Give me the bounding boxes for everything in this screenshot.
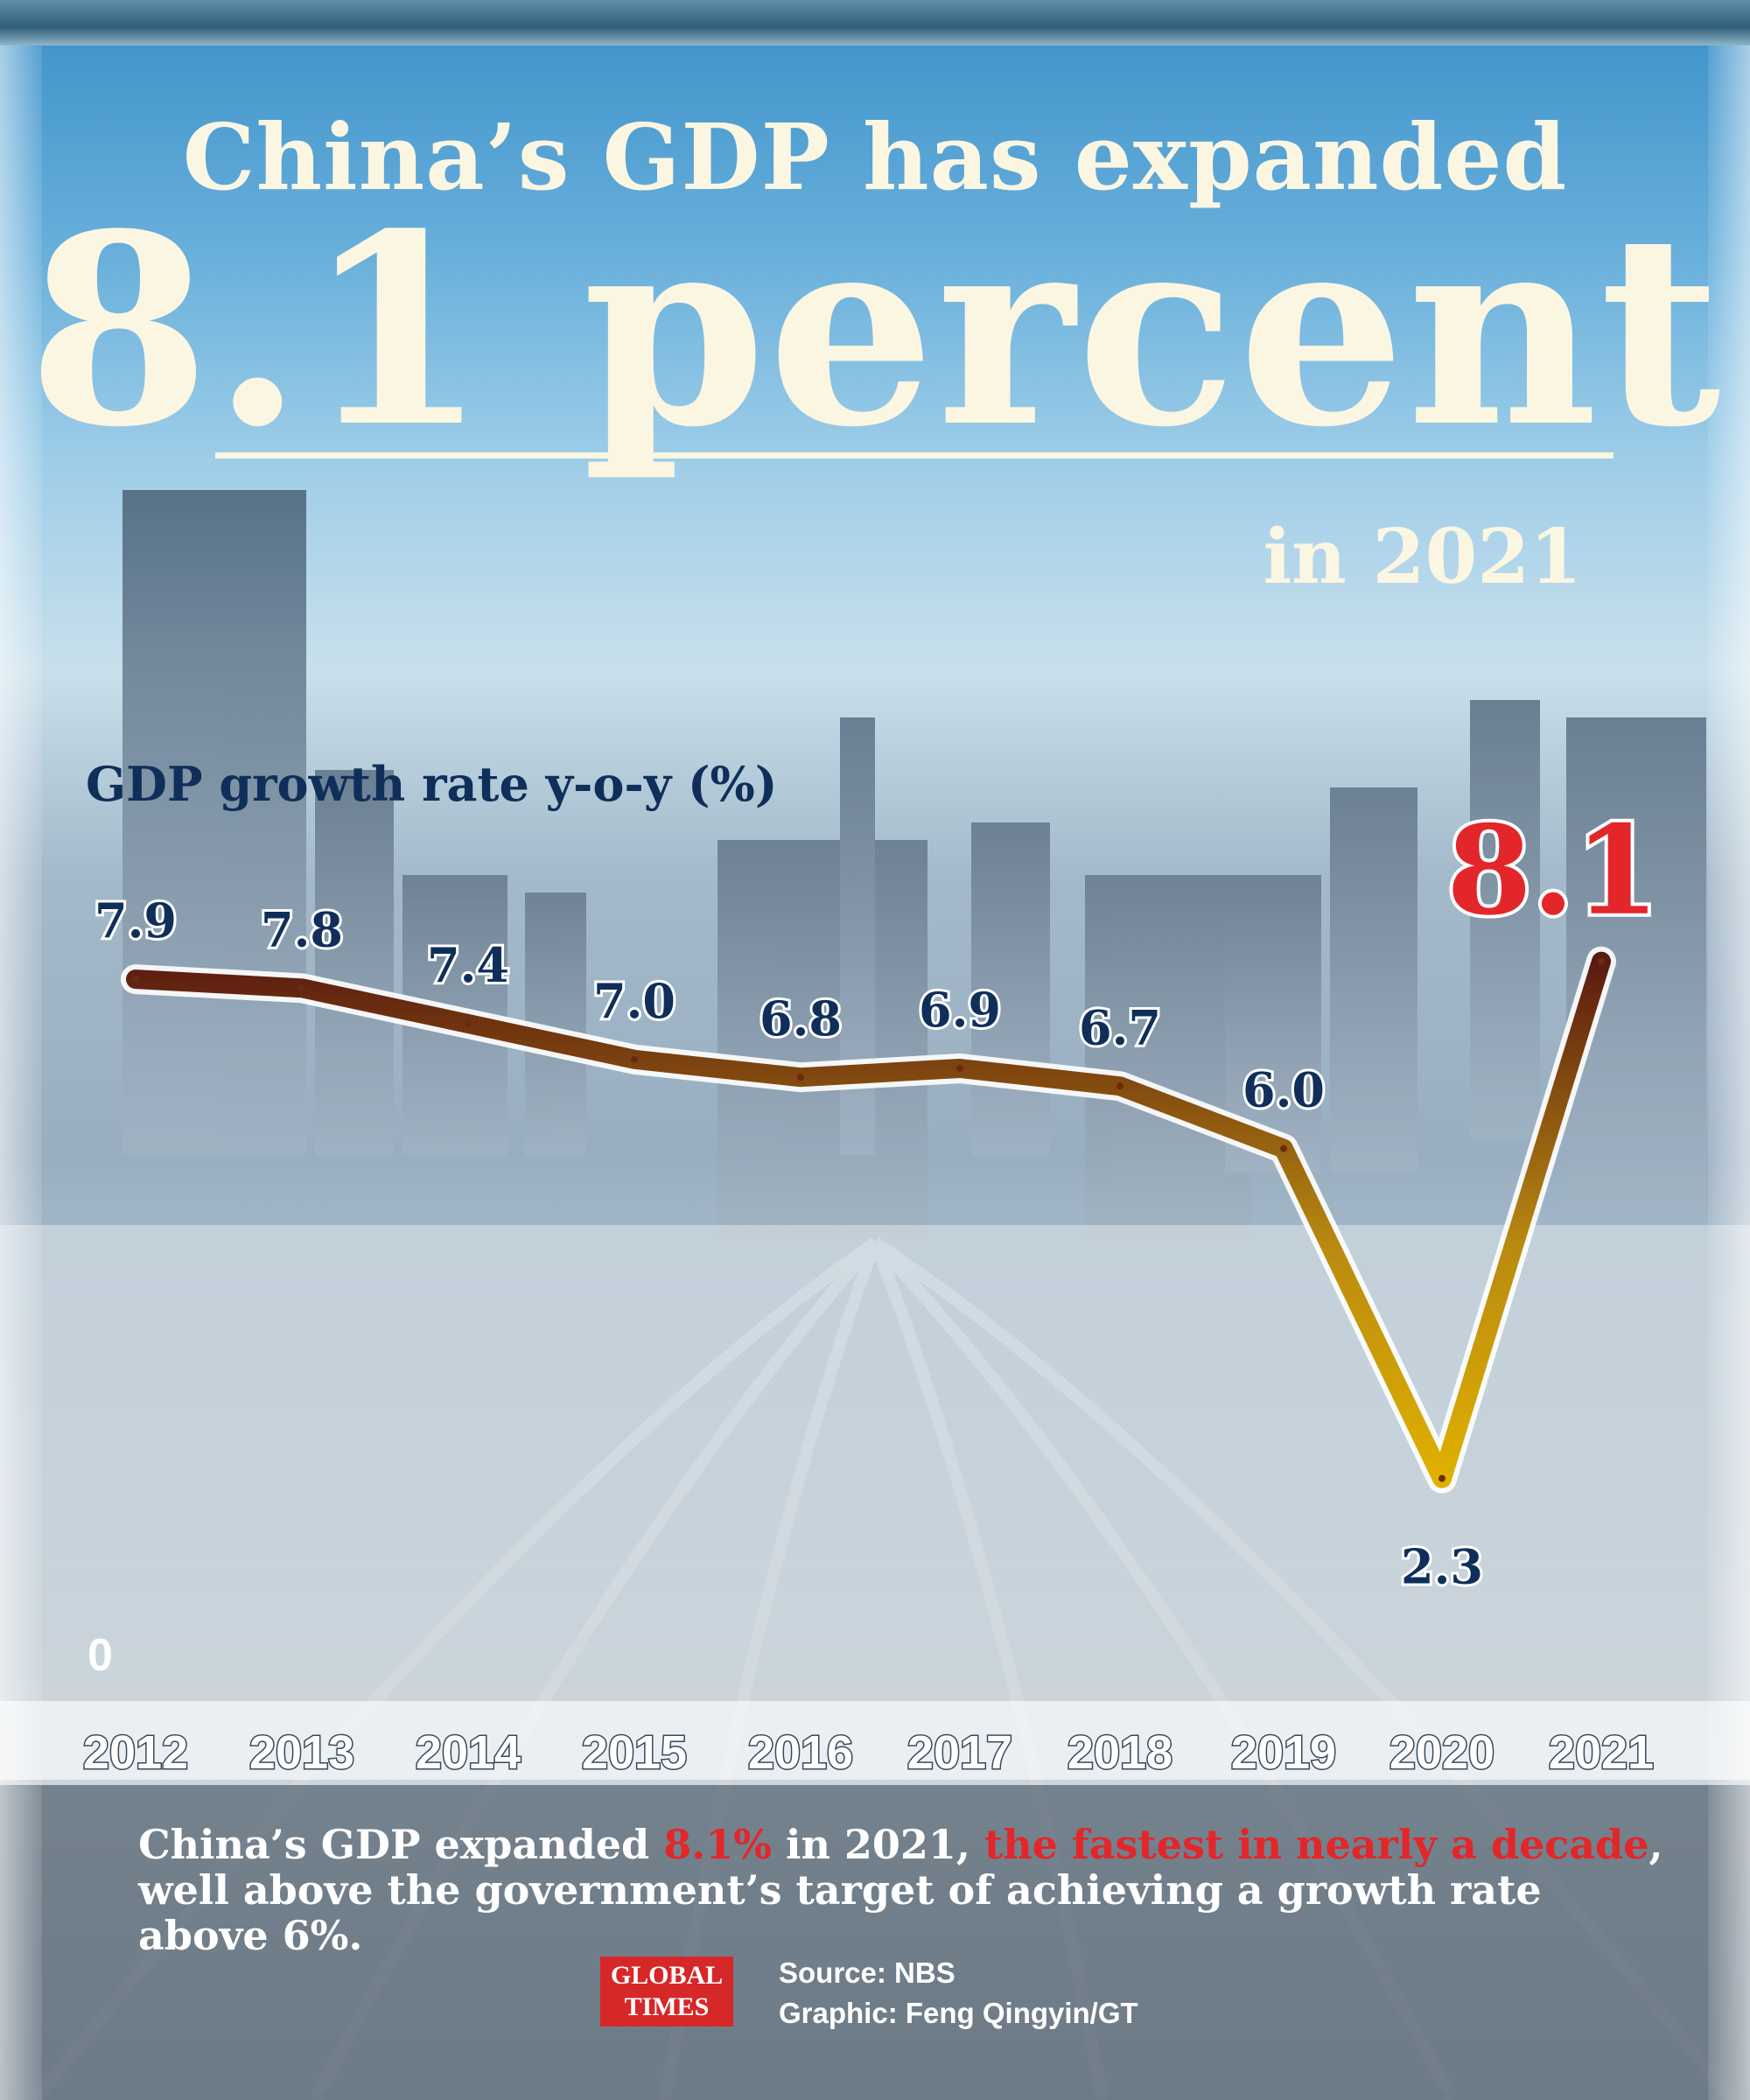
- data-point-2016: [797, 1074, 804, 1082]
- x-tick-label-2016: 2016: [748, 1726, 853, 1779]
- x-tick-label-2015: 2015: [582, 1726, 687, 1779]
- x-tick-label-2018: 2018: [1068, 1726, 1172, 1779]
- caption-highlight-fastest: the fastest in nearly a decade: [984, 1821, 1649, 1868]
- data-label-2017: 6.9: [919, 982, 1001, 1038]
- headline-big-number: 8.1 percent: [27, 176, 1723, 485]
- logo-line2: TIMES: [624, 1992, 710, 2021]
- series-line-halo: [121, 946, 1616, 1494]
- caption-part2: in 2021,: [771, 1821, 984, 1868]
- data-label-2019: 6.0: [1242, 1062, 1325, 1118]
- data-label-2021: 8.1: [1446, 800, 1660, 943]
- data-label-2013: 7.8: [261, 901, 343, 957]
- caption-part1: China’s GDP expanded: [138, 1821, 664, 1868]
- headline-divider: [215, 452, 1614, 458]
- top-frame: [0, 0, 1750, 46]
- x-tick-label-2014: 2014: [416, 1726, 521, 1779]
- x-tick-label-2021: 2021: [1549, 1726, 1654, 1779]
- headline-line1: China’s GDP has expanded: [182, 103, 1568, 211]
- data-label-2012: 7.9: [94, 892, 177, 948]
- data-point-2012: [132, 976, 139, 984]
- x-tick-label-2012: 2012: [83, 1726, 188, 1779]
- x-tick-label-2017: 2017: [907, 1726, 1012, 1779]
- data-point-2017: [956, 1064, 963, 1072]
- x-tick-label-2019: 2019: [1231, 1726, 1336, 1779]
- data-label-2016: 6.8: [760, 990, 842, 1046]
- data-label-2018: 6.7: [1079, 999, 1161, 1055]
- data-point-2021: [1598, 957, 1605, 965]
- data-label-2020: 2.3: [1401, 1539, 1483, 1595]
- caption: China’s GDP expanded 8.1% in 2021, the f…: [138, 1822, 1678, 1958]
- y-axis-title: GDP growth rate y-o-y (%): [86, 756, 778, 812]
- x-tick-label-2020: 2020: [1390, 1726, 1494, 1779]
- caption-highlight-rate: 8.1%: [663, 1821, 772, 1868]
- source-text: Source: NBS: [779, 1956, 956, 1989]
- data-point-2013: [298, 984, 305, 992]
- x-axis-band: [0, 1701, 1750, 1780]
- source-credit: Source: NBS Graphic: Feng Qingyin/GT: [779, 1953, 1138, 2034]
- data-point-2015: [631, 1055, 638, 1063]
- data-label-2014: 7.4: [427, 937, 509, 993]
- data-point-2019: [1280, 1144, 1287, 1152]
- caption-part3: , well above the government’s target of …: [138, 1821, 1663, 1959]
- series-line: [126, 951, 1611, 1488]
- data-point-2018: [1116, 1082, 1124, 1090]
- headline-year: in 2021: [1263, 513, 1583, 601]
- data-label-2015: 7.0: [593, 973, 676, 1029]
- data-point-2020: [1438, 1474, 1446, 1482]
- global-times-logo: GLOBAL TIMES: [600, 1956, 733, 2026]
- y-axis-zero-label: 0: [88, 1630, 113, 1681]
- graphic-credit: Graphic: Feng Qingyin/GT: [779, 1997, 1138, 2029]
- x-tick-label-2013: 2013: [249, 1726, 354, 1779]
- data-point-2014: [465, 1020, 472, 1028]
- logo-line1: GLOBAL: [610, 1961, 724, 1990]
